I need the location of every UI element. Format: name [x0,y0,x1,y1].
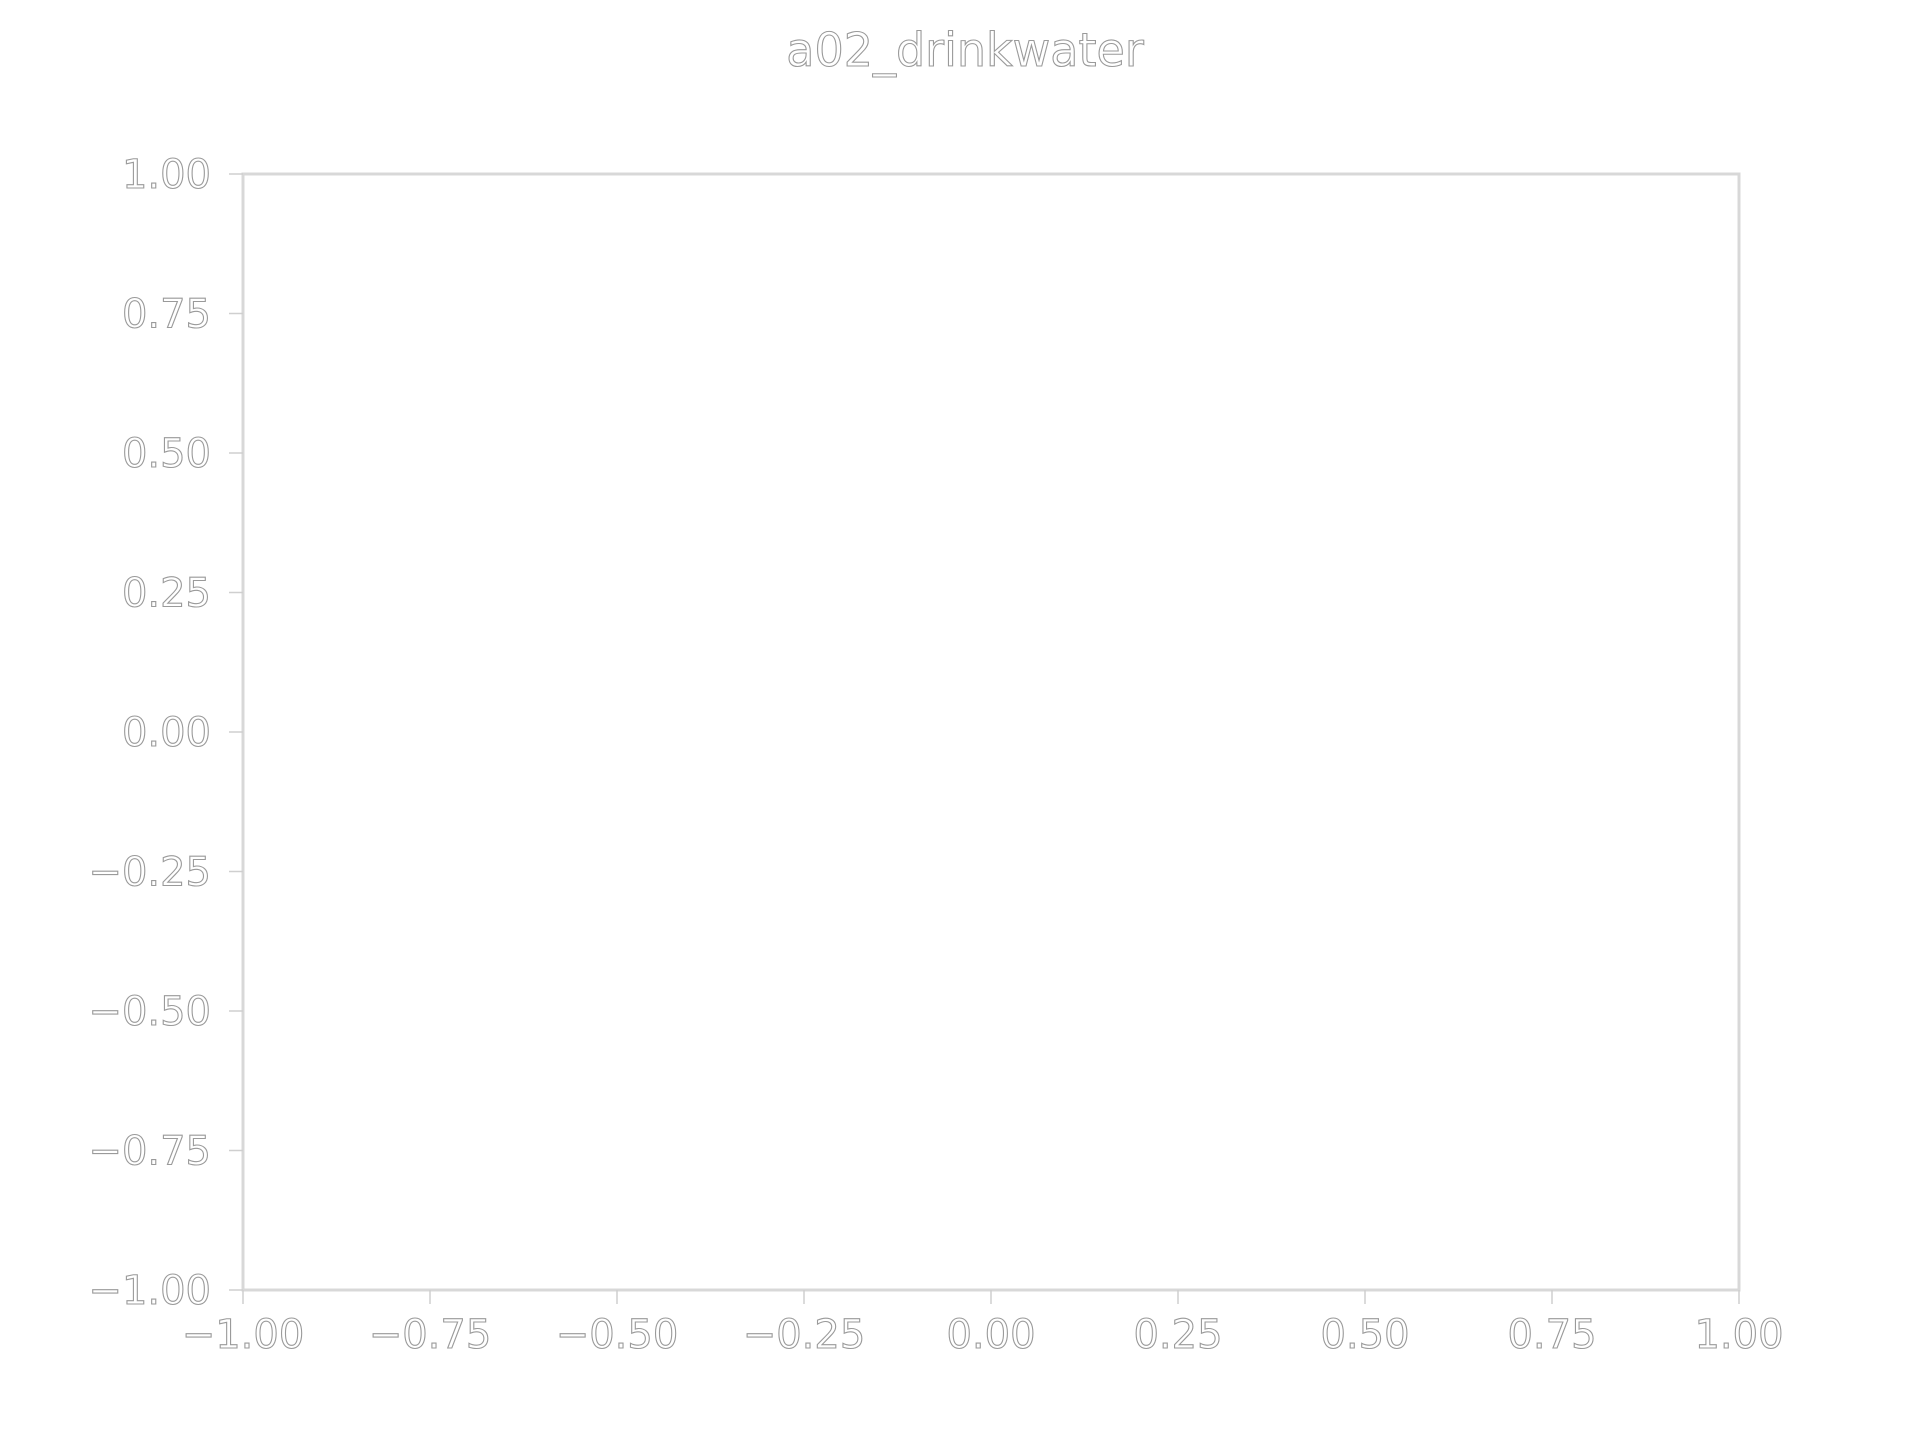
y-tick-label: −0.50 [88,989,211,1035]
x-tick-label: 0.25 [1133,1312,1222,1358]
y-tick-label: −1.00 [88,1268,211,1314]
y-tick-label: −0.25 [88,850,211,896]
x-tick-label: −0.25 [743,1312,866,1358]
x-tick-label: −1.00 [182,1312,305,1358]
x-tick-label: −0.50 [556,1312,679,1358]
plot-area [241,172,1741,1292]
y-tick-label: 0.25 [122,571,211,617]
chart-title: a02_drinkwater [786,23,1144,77]
y-tick-label: 0.75 [122,292,211,338]
y-tick-label: 1.00 [122,152,211,198]
x-tick-label: 0.00 [946,1312,1035,1358]
x-tick-label: 0.50 [1320,1312,1409,1358]
x-axis: −1.00 −0.75 −0.50 −0.25 0.00 0.25 0.50 0.75 1.00 [181,1290,1784,1359]
x-tick-label: −0.75 [369,1312,492,1358]
y-tick-label: 0.00 [122,710,211,756]
y-axis: 1.00 0.75 0.50 0.25 0.00 −0.25 −0.50 −0.75 −1.00 [88,151,243,1315]
x-tick-label: 0.75 [1507,1312,1596,1358]
x-tick-label: 1.00 [1694,1312,1783,1358]
y-tick-label: −0.75 [88,1129,211,1175]
y-tick-label: 0.50 [122,431,211,477]
